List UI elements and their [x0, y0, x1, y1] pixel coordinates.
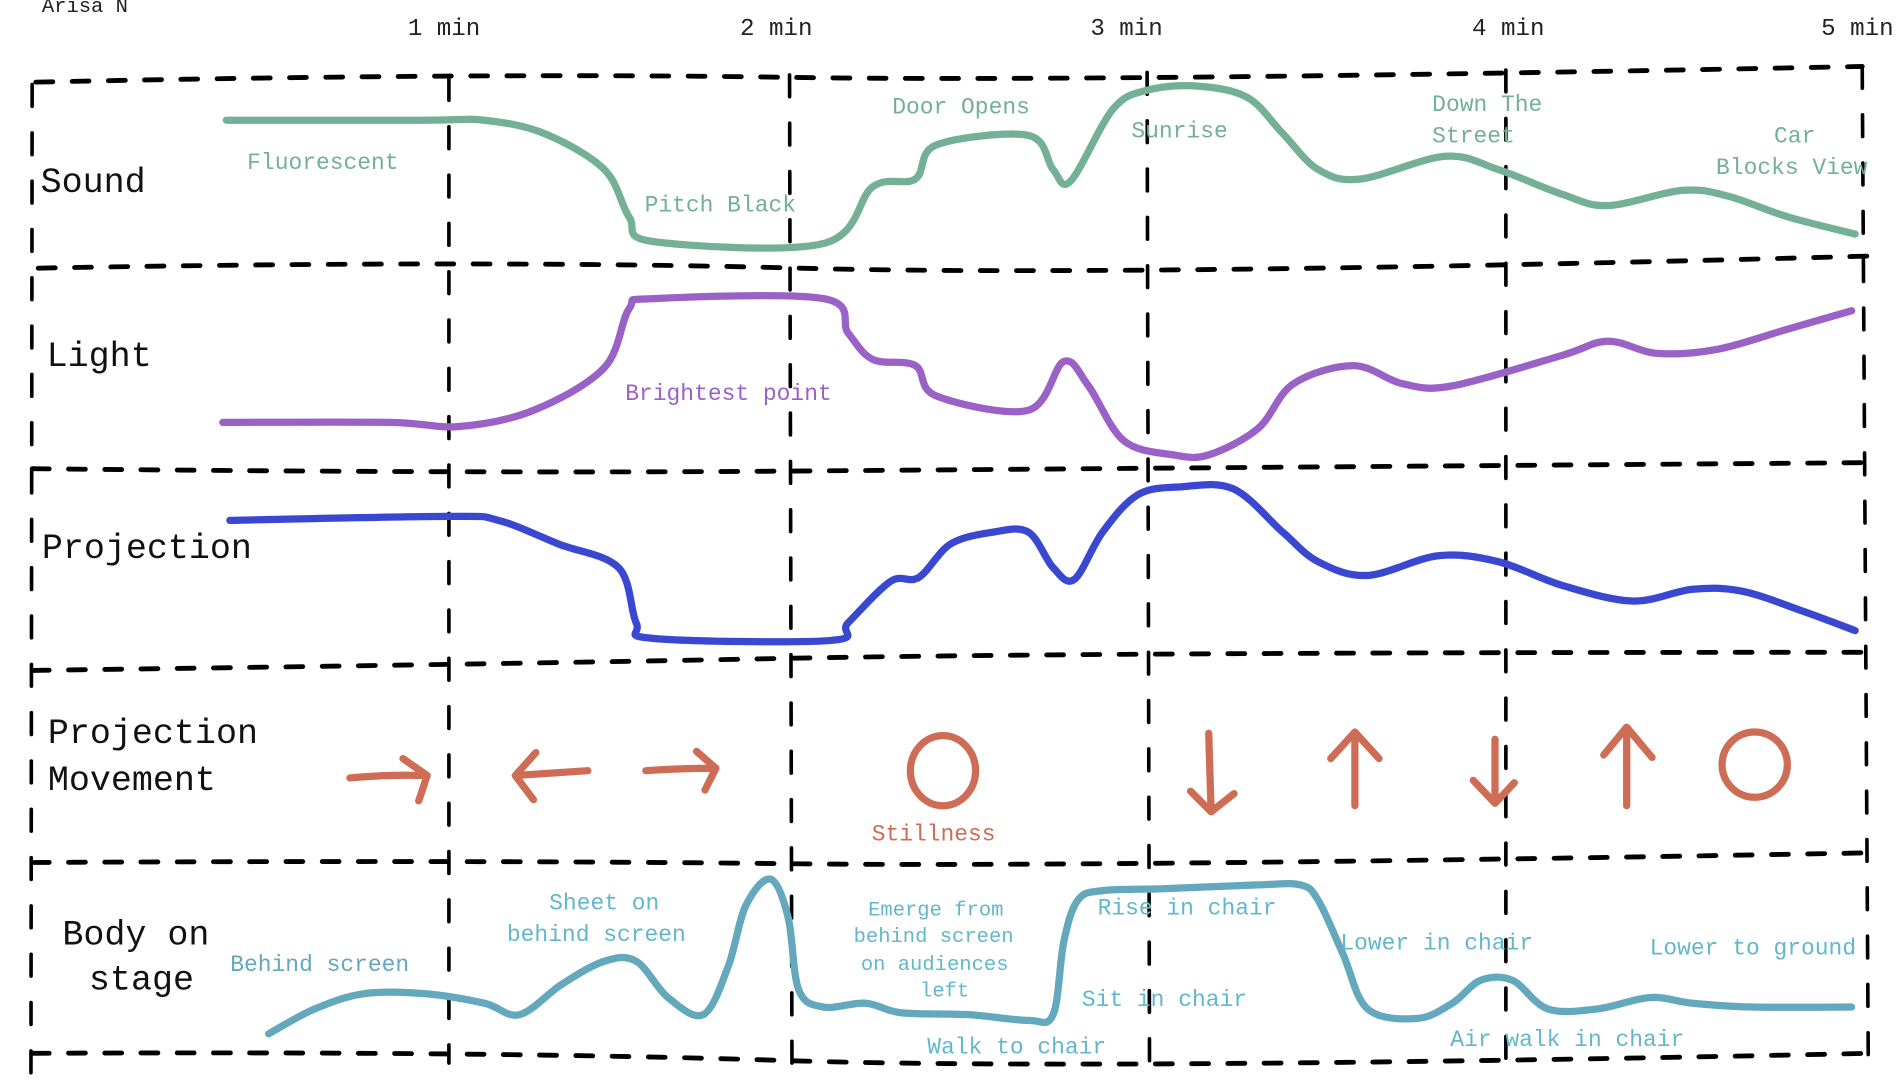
- sound-curve: [222, 82, 1859, 252]
- row-label-projection: Projection: [42, 529, 252, 569]
- grid: [29, 64, 1871, 1077]
- grid-line-h: [29, 649, 1871, 673]
- author-name: Arisa N: [42, 0, 128, 19]
- annotation-car-blocks-view: Car Blocks View: [1716, 124, 1868, 181]
- tick-4-min: 4 min: [1472, 16, 1544, 43]
- annotation-lower-in-chair: Lower in chair: [1340, 930, 1533, 956]
- projection-curve: [226, 481, 1859, 646]
- annotation-door-opens: Door Opens: [892, 95, 1030, 121]
- annotation-sunrise: Sunrise: [1131, 119, 1227, 145]
- movement-symbols: [346, 723, 1791, 816]
- arrow-right-icon: [346, 754, 431, 805]
- annotation-air-walk: Air walk in chair: [1450, 1027, 1684, 1053]
- arrow-down-icon: [1469, 735, 1518, 807]
- annotation-emerge: Emerge from behind screen on audiences left: [854, 900, 1014, 1004]
- annotation-fluorescent: Fluorescent: [247, 150, 398, 176]
- arrow-right-icon: [642, 747, 720, 794]
- annotation-rise-in-chair: Rise in chair: [1098, 895, 1277, 921]
- grid-line-h: [29, 460, 1871, 475]
- annotation-down-the-street: Down The Street: [1432, 92, 1542, 149]
- row-label-projection-movement: Projection Movement: [48, 714, 258, 801]
- light-curve: [219, 292, 1856, 462]
- arrow-up-icon: [1600, 723, 1656, 810]
- circle-icon: [1718, 728, 1791, 801]
- annotation-lower-to-ground: Lower to ground: [1650, 935, 1856, 961]
- annotation-walk-to-chair: Walk to chair: [927, 1034, 1106, 1060]
- annotation-stillness: Stillness: [872, 822, 996, 848]
- grid-line-h: [33, 64, 1865, 85]
- body-on-stage-curve: [265, 875, 1856, 1038]
- grid-line-v: [787, 73, 794, 1065]
- grid-line-h: [29, 850, 1871, 867]
- row-label-body-on-stage: Body on stage: [62, 916, 209, 1001]
- tick-1-min: 1 min: [408, 16, 480, 43]
- row-label-light: Light: [47, 337, 152, 377]
- arrow-down-icon: [1186, 729, 1238, 816]
- grid-line-v: [29, 82, 34, 1077]
- grid-line-h: [35, 253, 1871, 274]
- annotation-brightest-point: Brightest point: [625, 381, 831, 407]
- grid-line-h: [29, 1050, 1871, 1067]
- tick-3-min: 3 min: [1090, 16, 1162, 43]
- annotation-pitch-black: Pitch Black: [645, 192, 796, 218]
- circle-icon: [906, 732, 980, 810]
- grid-line-v: [1145, 70, 1152, 1071]
- arrow-up-icon: [1327, 728, 1383, 810]
- grid-line-v: [1860, 64, 1871, 1063]
- row-label-sound: Sound: [41, 163, 146, 203]
- tick-5-min: 5 min: [1821, 16, 1893, 43]
- annotation-sit-in-chair: Sit in chair: [1082, 987, 1247, 1013]
- annotation-behind-screen: Behind screen: [230, 952, 409, 978]
- annotation-sheet-on: Sheet on behind screen: [507, 891, 686, 948]
- tick-2-min: 2 min: [740, 16, 812, 43]
- arrow-left-icon: [511, 748, 592, 804]
